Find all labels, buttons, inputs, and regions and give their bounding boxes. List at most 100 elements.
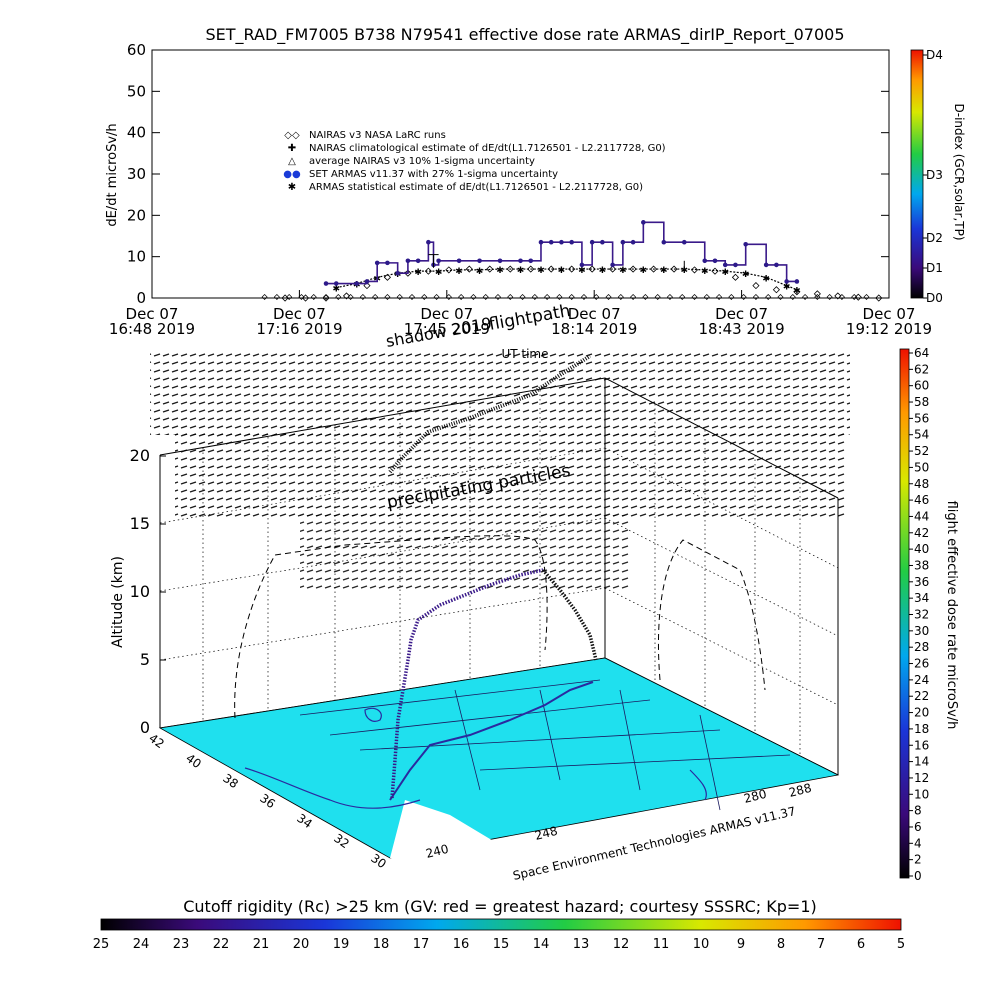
armas-point [436,258,441,264]
d-index-tick-label: D0 [926,291,943,305]
nairas-point [793,288,801,296]
dose-rate-tick-label: 12 [914,771,929,785]
nairas-baseline-point [777,294,784,300]
nairas-point [670,265,678,273]
nairas-point [731,273,740,281]
nairas-baseline-point [286,294,293,300]
armas-point [405,258,411,264]
nairas-baseline-point [470,294,477,300]
legend-symbol: △ [288,156,296,167]
armas-point [364,279,370,284]
legend-symbol: ✱ [288,182,296,193]
nairas-baseline-point [728,294,735,300]
x-tick-label-line2: 16:48 2019 [109,320,195,338]
nairas-point [690,266,699,274]
cutoff-rigidity-label: Cutoff rigidity (Rc) >25 km (GV: red = g… [183,897,817,916]
nairas-baseline-point [568,294,575,300]
z-tick-label: 10 [130,582,150,601]
flightpath-ascent [390,568,544,799]
dose-rate-tick-label: 60 [914,379,929,393]
armas-point [477,258,482,264]
nairas-baseline-point [814,294,821,300]
particle-field-yellow [150,350,850,435]
y-tick-label: 40 [127,124,146,142]
cutoff-rigidity-tick-label: 7 [817,937,825,952]
longitude-tick-label: 280 [742,787,768,806]
cutoff-rigidity-tick-label: 6 [857,937,865,952]
cutoff-rigidity-tick-label: 11 [653,937,670,952]
particle-field-green [175,430,845,520]
map-coastline [244,707,707,809]
nairas-point [424,267,432,275]
armas-point [661,239,667,245]
armas-stat-point: ✱ [640,266,648,276]
nairas-baseline-point [458,294,465,300]
nairas-baseline-point [740,294,747,300]
top-y-axis: 0 10 20 30 40 50 60 [127,41,889,307]
armas-point [354,281,360,286]
nairas-baseline-point [396,294,403,300]
map-floor [158,657,840,859]
nairas-baseline-point [273,294,280,300]
latitude-tick-label: 36 [257,791,278,811]
nairas-baseline-point [556,294,563,300]
armas-point [559,239,564,245]
dose-rate-tick-label: 6 [914,820,922,834]
nairas-baseline-point [544,294,551,300]
y-tick-label: 0 [136,289,146,307]
dose-rate-tick-label: 44 [914,509,929,523]
armas-point [395,270,400,276]
nairas-baseline-point [802,294,809,300]
nairas-baseline-point [421,294,428,300]
nairas-baseline-point [347,294,354,300]
armas-point [733,262,738,268]
wall-shadow-left [234,535,548,719]
cutoff-rigidity-tick-label: 9 [737,937,745,952]
flightpath-descent [541,568,598,661]
x-tick-label-line1: Dec 07 [273,305,326,323]
dose-rate-tick-label: 16 [914,738,929,752]
armas-point [579,262,585,268]
d-index-tick-label: D3 [926,168,943,182]
z-tick-label: 0 [140,718,150,737]
armas-stat-point: ✱ [476,267,484,277]
armas-stat-point: ✱ [599,266,607,276]
nairas-baseline-point [433,294,440,300]
nairas-point [547,265,555,273]
nairas-baseline-point [716,294,723,300]
dose-rate-tick-label: 58 [914,395,929,409]
armas-point [374,260,380,266]
nairas-baseline-point [445,294,452,300]
legend-label: ARMAS statistical estimate of dE/dt(L1.7… [309,182,643,193]
longitude-tick-label: 248 [533,824,559,843]
dose-rate-tick-label: 40 [914,542,929,556]
nairas-baseline-point [507,294,514,300]
dose-rate-tick-label: 56 [914,411,929,425]
armas-stat-point: ✱ [742,270,750,280]
armas-stat-point: ✱ [578,266,586,276]
z-tick-label: 5 [140,650,150,669]
armas-point [333,281,339,286]
armas-point [610,262,615,268]
cutoff-rigidity-tick-label: 19 [333,937,350,952]
dose-rate-tick-label: 48 [914,477,929,491]
cutoff-rigidity-tick-label: 18 [373,937,390,952]
dose-rate-tick-label: 4 [914,836,922,850]
nairas-baseline-point [261,294,268,300]
dose-rate-tick-label: 52 [914,444,929,458]
nairas-point [301,294,310,302]
nairas-baseline-point [580,294,587,300]
nairas-baseline-point [482,294,489,300]
nairas-baseline-point [838,294,845,300]
d-index-colorbar-label: D-index (GCR,solar,TP) [952,103,966,240]
y-tick-label: 20 [127,206,146,224]
armas-stat-point: ✱ [517,266,525,276]
cutoff-rigidity-tick-label: 20 [293,937,310,952]
dose-rate-tick-label: 64 [914,346,929,360]
x-tick-label-line1: Dec 07 [715,305,768,323]
dose-rate-tick-label: 24 [914,673,929,687]
dose-rate-tick-label: 2 [914,853,922,867]
dose-rate-tick-label: 28 [914,640,929,654]
x-tick-label-line2: 18:14 2019 [551,320,637,338]
